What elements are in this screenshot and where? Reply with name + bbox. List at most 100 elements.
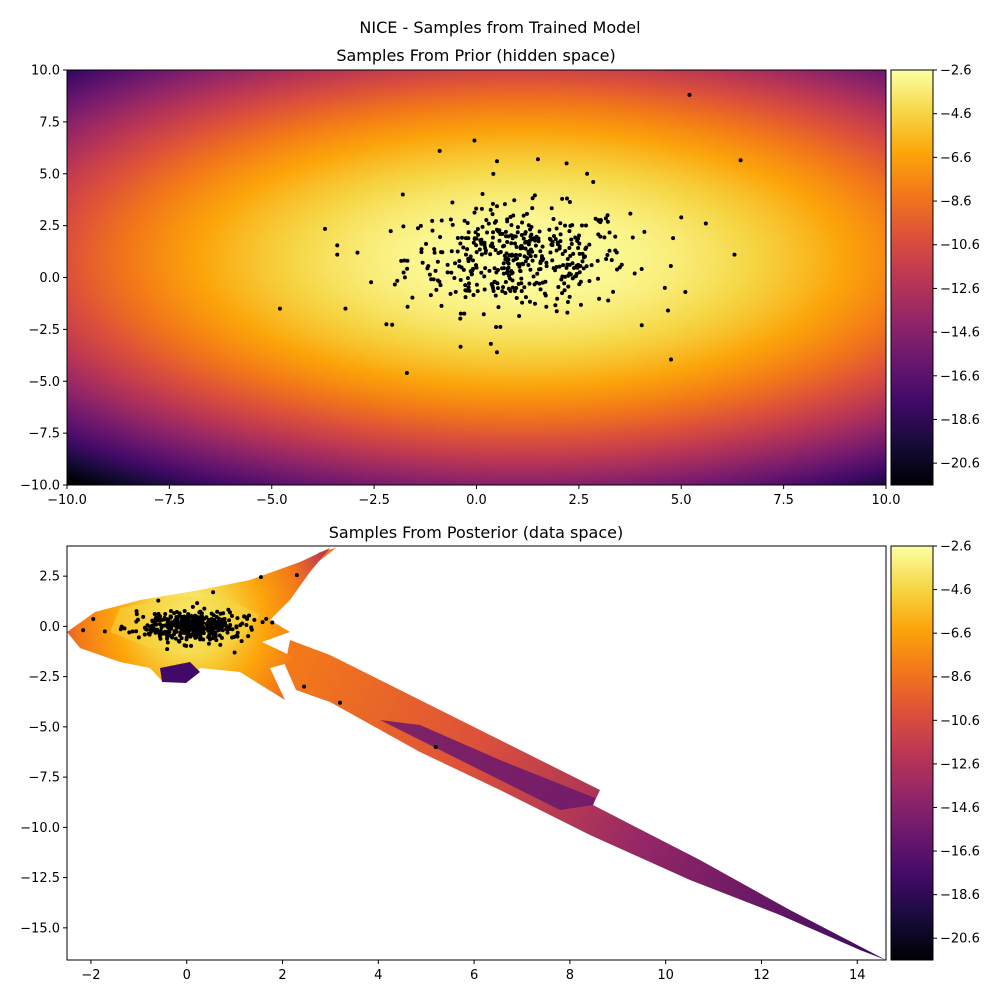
sample-point (270, 620, 275, 625)
sample-point (473, 230, 478, 235)
sample-point (509, 223, 514, 228)
sample-point (532, 193, 537, 198)
sample-point (583, 254, 588, 259)
sample-point (671, 236, 676, 241)
sample-point (458, 316, 463, 321)
sample-point (580, 259, 585, 264)
sample-point (418, 223, 423, 228)
sample-point (238, 623, 243, 628)
colorbar-tick-label: −4.6 (940, 583, 972, 598)
sample-point (201, 637, 206, 642)
sample-point (432, 247, 437, 252)
sample-point (595, 258, 600, 263)
sample-point (605, 253, 610, 258)
sample-point (134, 629, 139, 634)
sample-point (153, 619, 158, 624)
sample-point (472, 210, 477, 215)
sample-point (578, 279, 583, 284)
x-tick-label: 12 (753, 968, 770, 983)
sample-point (214, 614, 219, 619)
sample-point (580, 251, 585, 256)
sample-point (209, 617, 214, 622)
sample-point (522, 254, 527, 259)
sample-point (455, 249, 460, 254)
sample-point (567, 246, 572, 251)
sample-point (173, 636, 178, 641)
y-tick-label: −15.0 (20, 921, 60, 936)
sample-point (171, 622, 176, 627)
sample-point (523, 295, 528, 300)
sample-point (142, 625, 147, 630)
sample-point (495, 286, 500, 291)
colorbar-tick-label: −16.6 (940, 845, 980, 860)
sample-point (514, 244, 519, 249)
sample-point (535, 157, 540, 162)
colorbar-tick-label: −2.6 (940, 540, 972, 555)
sample-point (543, 279, 548, 284)
colorbar-tick-label: −16.6 (940, 369, 980, 384)
sample-point (156, 611, 161, 616)
sample-point (470, 268, 475, 273)
sample-point (463, 252, 468, 257)
sample-point (512, 198, 517, 203)
sample-point (517, 313, 522, 318)
sample-point (532, 282, 537, 287)
sample-point (458, 278, 463, 283)
sample-point (554, 248, 559, 253)
y-tick-label: −12.5 (20, 871, 60, 886)
sample-point (544, 264, 549, 269)
sample-point (130, 629, 135, 634)
sample-point (514, 256, 519, 261)
sample-point (596, 232, 601, 237)
sample-point (519, 276, 524, 281)
sample-point (163, 611, 168, 616)
sample-point (459, 265, 464, 270)
sample-point (470, 258, 475, 263)
sample-point (141, 614, 146, 619)
posterior-x-axis: −2 0 2 4 6 8 10 12 14 (81, 960, 866, 983)
sample-point (527, 299, 532, 304)
sample-point (528, 234, 533, 239)
sample-point (494, 350, 499, 355)
sample-point (197, 625, 202, 630)
sample-point (202, 606, 207, 611)
sample-point (584, 264, 589, 269)
sample-point (197, 616, 202, 621)
sample-point (218, 642, 223, 647)
sample-point (519, 288, 524, 293)
colorbar-tick-label: −18.6 (940, 888, 980, 903)
sample-point (569, 237, 574, 242)
y-tick-label: −5.0 (28, 720, 60, 735)
sample-point (219, 635, 224, 640)
sample-point (474, 265, 479, 270)
sample-point (568, 223, 573, 228)
sample-point (482, 287, 487, 292)
sample-point (510, 270, 515, 275)
sample-point (463, 283, 468, 288)
sample-point (607, 230, 612, 235)
sample-point (219, 617, 224, 622)
sample-point (576, 246, 581, 251)
sample-point (369, 280, 374, 285)
prior-y-axis: −10.0 −7.5 −5.0 −2.5 0.0 2.5 5.0 7.5 10.0 (20, 64, 67, 494)
sample-point (186, 612, 191, 617)
sample-point (548, 250, 553, 255)
sample-point (513, 253, 518, 258)
sample-point (242, 614, 247, 619)
sample-point (509, 253, 514, 258)
sample-point (220, 628, 225, 633)
sample-point (491, 230, 496, 235)
sample-point (551, 233, 556, 238)
colorbar-tick-label: −14.6 (940, 326, 980, 341)
sample-point (338, 700, 342, 705)
sample-point (481, 312, 486, 317)
sample-point (384, 322, 389, 327)
sample-point (571, 251, 576, 256)
sample-point (424, 241, 429, 246)
sample-point (209, 611, 214, 616)
sample-point (527, 239, 532, 244)
sample-point (466, 285, 471, 290)
prior-x-axis: −10.0 −7.5 −5.0 −2.5 0.0 2.5 5.0 7.5 10.0 (47, 485, 900, 508)
sample-point (538, 287, 543, 292)
sample-point (487, 268, 492, 273)
